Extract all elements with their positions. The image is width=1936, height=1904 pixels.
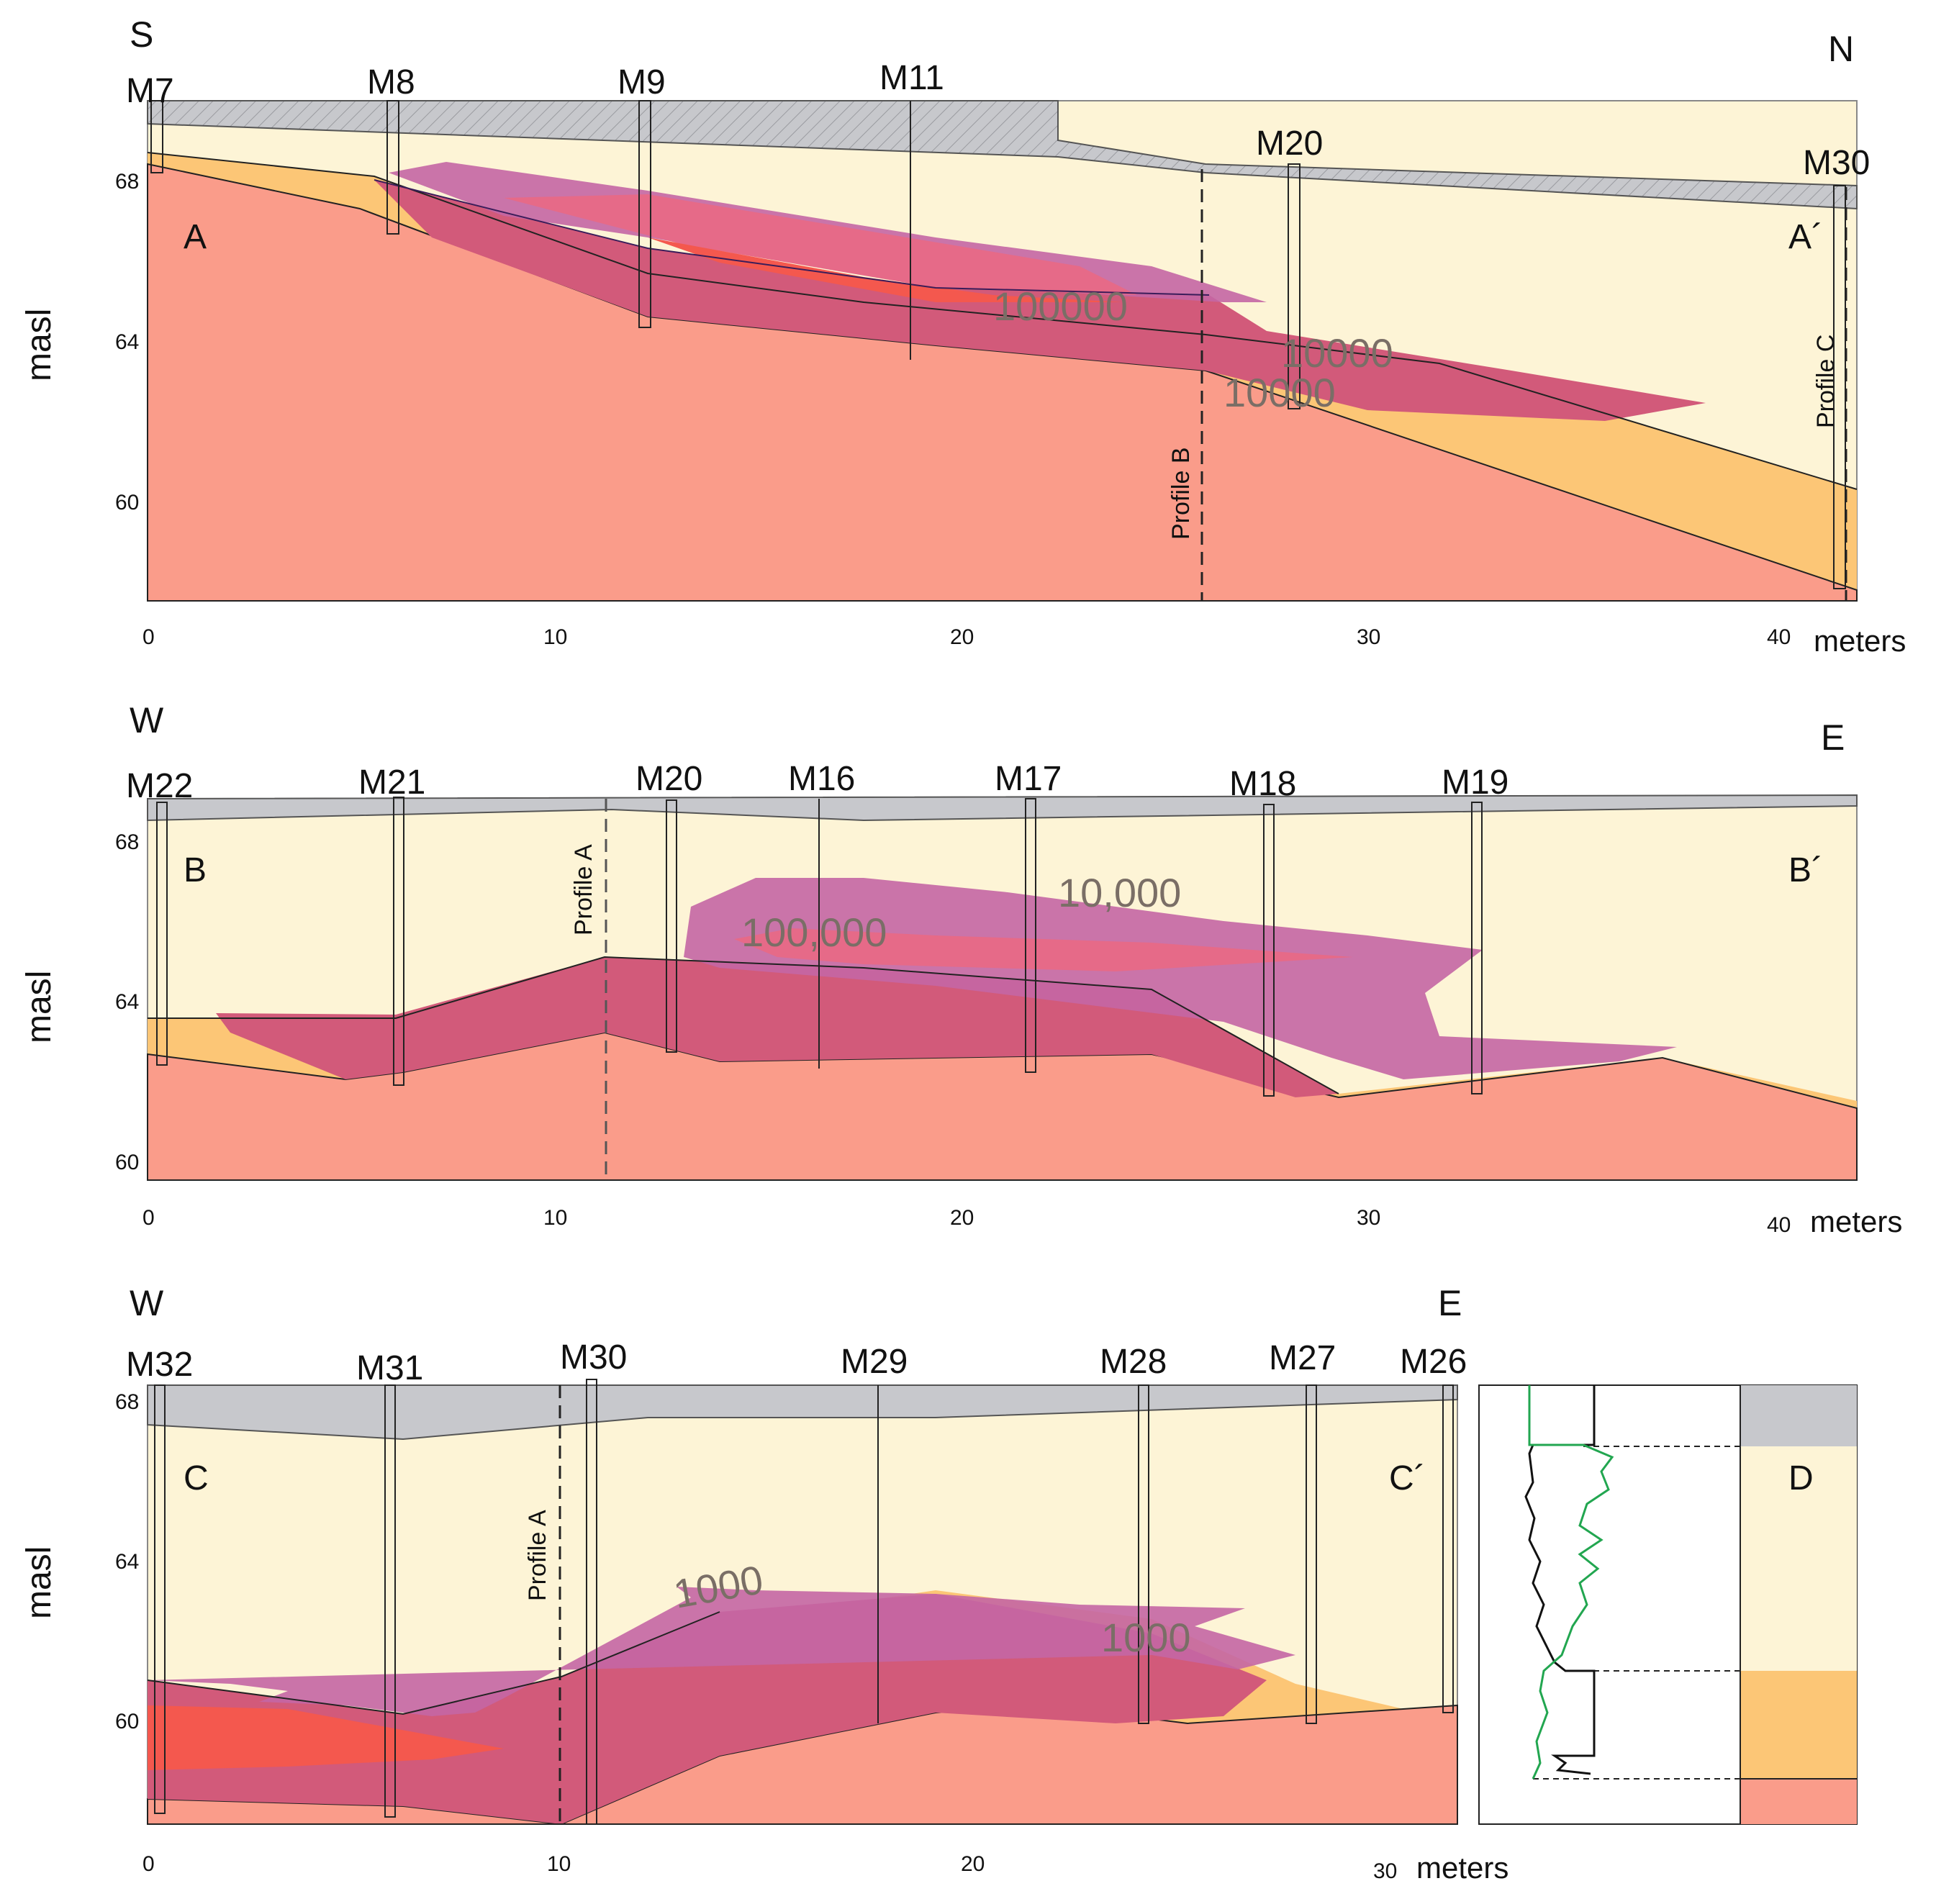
well-label: M27: [1269, 1339, 1336, 1377]
well-label: M11: [879, 59, 944, 97]
section-label-right: C´: [1389, 1459, 1426, 1497]
well-label: M9: [618, 63, 666, 101]
contour-label: 100,000: [741, 910, 887, 955]
x-tick: 20: [950, 1206, 974, 1230]
profile-c-crossing-label: Profile C: [1812, 335, 1840, 428]
log-label: D: [1788, 1459, 1814, 1497]
well-label: M21: [358, 763, 425, 802]
x-tick: 20: [950, 625, 974, 649]
y-tick: 60: [115, 1710, 139, 1733]
plume-mid: [734, 928, 1353, 971]
well-label: M20: [635, 760, 702, 798]
contour-label: 1000: [1101, 1615, 1191, 1660]
direction-left: S: [130, 14, 153, 55]
y-tick: 68: [115, 830, 139, 854]
till-top-line: [148, 956, 1339, 1094]
section-label-right: B´: [1788, 851, 1823, 889]
legend-sand: [1740, 1446, 1857, 1671]
x-tick: 0: [143, 1852, 155, 1876]
wells: [154, 1379, 1454, 1825]
plume-upper-line: [374, 179, 1210, 296]
direction-right: E: [1438, 1283, 1462, 1323]
well-label: M22: [126, 767, 193, 805]
direction-right: N: [1828, 29, 1854, 69]
legend-fill: [1740, 1385, 1857, 1446]
direction-left: W: [130, 700, 164, 740]
legend-gravel: [1740, 1671, 1857, 1779]
y-axis-title: masl: [20, 971, 58, 1043]
contour-label: 10000: [1223, 370, 1336, 415]
y-tick: 64: [115, 1550, 139, 1574]
well-label: M28: [1100, 1343, 1167, 1381]
contour-label: 100000: [993, 284, 1128, 329]
well-label: M30: [1803, 144, 1870, 182]
x-unit: meters: [1814, 624, 1906, 658]
y-axis-title: masl: [20, 309, 58, 381]
profile-b-crossing-label: Profile B: [1167, 448, 1195, 540]
wells: [150, 100, 1846, 589]
well-label: M26: [1400, 1343, 1467, 1381]
contour-label: 10000: [1281, 330, 1393, 376]
x-tick: 30: [1373, 1859, 1397, 1883]
log-panel: D: [1478, 1384, 1858, 1825]
direction-left: W: [130, 1283, 164, 1323]
plume-outer: [148, 1587, 1295, 1716]
fill-layer: [147, 794, 1858, 822]
x-tick: 0: [143, 625, 155, 649]
fill-layer: [147, 100, 1858, 210]
y-axis-title: masl: [20, 1546, 58, 1619]
x-tick: 10: [543, 625, 567, 649]
legend-till: [1740, 1779, 1857, 1824]
direction-right: E: [1821, 717, 1845, 758]
x-tick: 30: [1357, 625, 1380, 649]
till-top-line: [147, 1611, 720, 1715]
well-label: M19: [1442, 763, 1508, 802]
x-tick: 10: [547, 1852, 571, 1876]
profile-c-panel: Profile A M32 M31 M30 M29 M28 M27 M26 10…: [20, 1283, 1508, 1885]
x-tick: 40: [1767, 625, 1791, 649]
well-label: M8: [367, 63, 415, 101]
well-label: M29: [841, 1343, 908, 1381]
x-tick: 30: [1357, 1206, 1380, 1230]
well-label: M20: [1256, 124, 1323, 163]
well-label: M18: [1229, 765, 1296, 803]
well-label: M31: [356, 1349, 423, 1387]
x-tick: 20: [961, 1852, 985, 1876]
section-label-right: A´: [1788, 218, 1823, 256]
contour-label: 10,000: [1058, 870, 1181, 915]
well-label: M32: [126, 1346, 193, 1384]
plume-mid: [504, 194, 1137, 295]
profile-a-crossing-label: Profile A: [570, 844, 597, 935]
y-tick: 60: [115, 1151, 139, 1174]
profile-a-crossing-label: Profile A: [524, 1510, 551, 1601]
section-label-left: B: [184, 851, 207, 889]
x-unit: meters: [1810, 1205, 1902, 1238]
profile-b-panel: Profile A M22 M21 M20 M16 M17 M18 M19 10…: [20, 700, 1902, 1238]
x-tick: 10: [543, 1206, 567, 1230]
fill-layer: [147, 1384, 1458, 1441]
plume-core: [648, 237, 1123, 302]
log-green-curve: [1528, 1385, 1614, 1780]
plume-outer: [684, 878, 1677, 1079]
y-tick: 68: [115, 1390, 139, 1414]
y-tick: 64: [115, 990, 139, 1014]
wells: [156, 797, 1483, 1097]
y-tick: 60: [115, 491, 139, 514]
well-label: M17: [995, 760, 1062, 798]
well-label: M7: [126, 72, 174, 110]
plume-core: [148, 1705, 504, 1770]
section-label-left: A: [184, 218, 207, 256]
x-tick: 0: [143, 1206, 155, 1230]
till-top-line: [147, 152, 1858, 490]
x-tick: 40: [1767, 1213, 1791, 1237]
well-label: M16: [788, 760, 855, 798]
x-unit: meters: [1416, 1851, 1508, 1885]
y-tick: 64: [115, 330, 139, 354]
section-label-left: C: [184, 1459, 209, 1497]
profile-a-panel: Profile B Profile C M7 M8 M9 M11 M20 M30…: [20, 14, 1906, 658]
y-tick: 68: [115, 170, 139, 194]
log-black-curve: [1524, 1385, 1596, 1775]
well-label: M30: [560, 1338, 627, 1377]
